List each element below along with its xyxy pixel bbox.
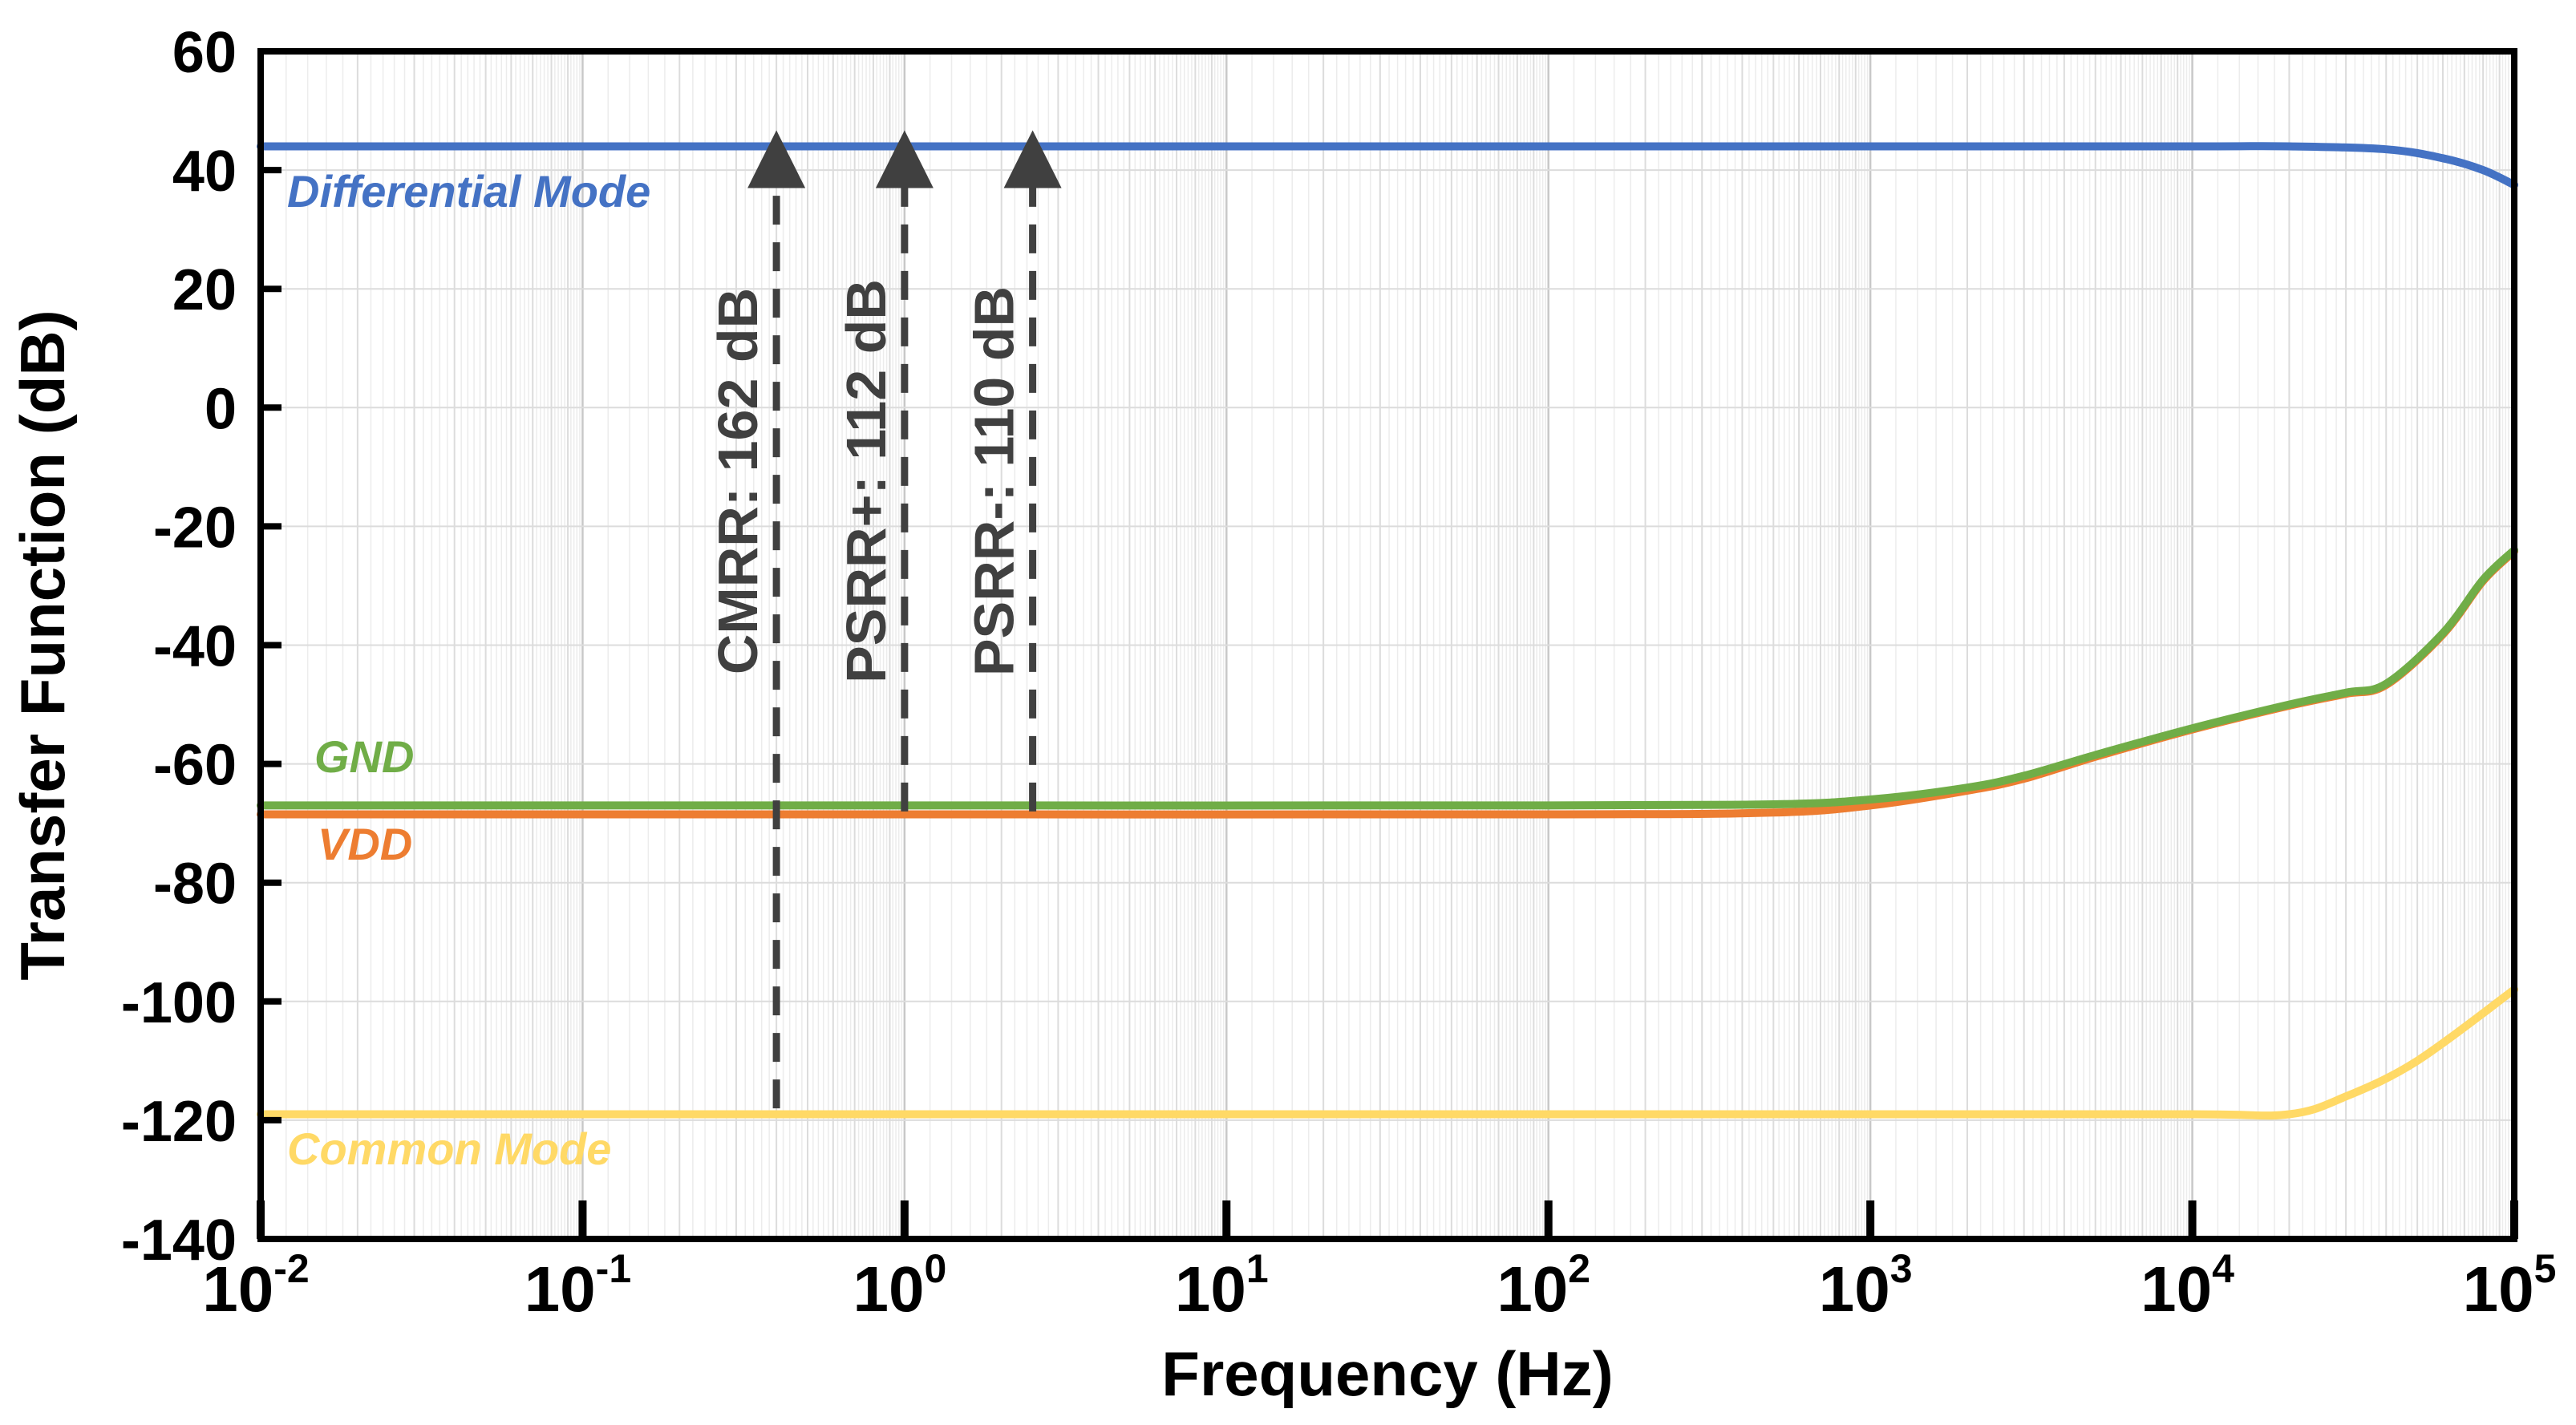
y-tick-label: -20 bbox=[153, 496, 237, 560]
y-tick-label: 0 bbox=[205, 377, 237, 441]
x-tick-label: 103 bbox=[1819, 1246, 1913, 1325]
annotations: CMRR: 162 dB PSRR+: 112 dB PSRR-: 110 dB bbox=[707, 130, 1062, 1109]
y-tick-label: -40 bbox=[153, 615, 237, 679]
series-labels: Differential Mode GND VDD Common Mode bbox=[287, 166, 650, 1174]
y-axis-title: Transfer Function (dB) bbox=[7, 310, 78, 980]
series-lines bbox=[257, 142, 2518, 1120]
x-tick-base: 10 bbox=[1497, 1253, 1568, 1325]
series-line-gnd bbox=[257, 546, 2518, 810]
annotation-label-2: PSRR-: 110 dB bbox=[963, 286, 1026, 676]
x-tick-label: 100 bbox=[853, 1246, 946, 1325]
series-label-common-mode: Common Mode bbox=[287, 1123, 611, 1174]
x-axis-title: Frequency (Hz) bbox=[1161, 1338, 1613, 1409]
annotation-label-1: PSRR+: 112 dB bbox=[835, 279, 897, 683]
y-tick-label: -140 bbox=[121, 1208, 237, 1273]
series-label-vdd: VDD bbox=[318, 819, 412, 869]
x-tick-base: 10 bbox=[1819, 1253, 1890, 1325]
x-tick-label: 104 bbox=[2141, 1246, 2234, 1325]
annotation-label-0: CMRR: 162 dB bbox=[707, 288, 769, 674]
series-line-differential-mode bbox=[257, 142, 2518, 189]
x-tick-base: 10 bbox=[1175, 1253, 1246, 1325]
series-label-gnd: GND bbox=[314, 731, 414, 782]
x-tick-exponent: 0 bbox=[924, 1246, 946, 1291]
x-tick-base: 10 bbox=[202, 1253, 273, 1325]
x-tick-label: 10-1 bbox=[525, 1246, 631, 1325]
series-line-vdd bbox=[257, 547, 2518, 819]
x-tick-exponent: 1 bbox=[1246, 1246, 1269, 1291]
x-tick-label: 101 bbox=[1175, 1246, 1269, 1325]
x-tick-exponent: -1 bbox=[596, 1246, 631, 1291]
x-tick-base: 10 bbox=[2141, 1253, 2212, 1325]
x-tick-exponent: 4 bbox=[2212, 1246, 2234, 1291]
x-tick-base: 10 bbox=[2463, 1253, 2534, 1325]
series-line-common-mode bbox=[257, 986, 2518, 1120]
y-tick-label: -60 bbox=[153, 734, 237, 798]
y-tick-label: 20 bbox=[172, 258, 237, 322]
x-tick-exponent: -2 bbox=[273, 1246, 309, 1291]
x-tick-exponent: 2 bbox=[1568, 1246, 1590, 1291]
x-tick-label: 10-2 bbox=[202, 1246, 309, 1325]
x-tick-base: 10 bbox=[525, 1253, 596, 1325]
x-tick-label: 105 bbox=[2463, 1246, 2557, 1325]
y-tick-label: 60 bbox=[172, 21, 237, 85]
series-label-differential-mode: Differential Mode bbox=[287, 166, 650, 217]
y-tick-label: -120 bbox=[121, 1090, 237, 1154]
x-tick-exponent: 5 bbox=[2534, 1246, 2557, 1291]
y-tick-label: -100 bbox=[121, 971, 237, 1035]
y-tick-label: 40 bbox=[172, 140, 237, 204]
x-tick-exponent: 3 bbox=[1890, 1246, 1913, 1291]
x-tick-base: 10 bbox=[853, 1253, 924, 1325]
y-tick-label: -80 bbox=[153, 852, 237, 917]
grid bbox=[259, 51, 2514, 1239]
x-tick-label: 102 bbox=[1497, 1246, 1590, 1325]
